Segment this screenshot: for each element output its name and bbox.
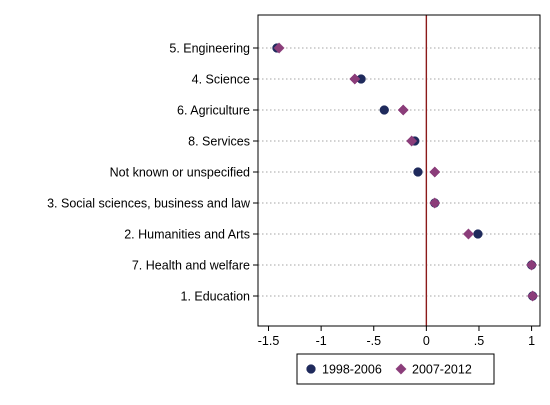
x-tick-label: -.5 — [366, 334, 381, 348]
legend: 1998-2006 2007-2012 — [296, 353, 495, 385]
grid-lines — [258, 47, 540, 297]
point-circle — [306, 364, 316, 374]
x-tick-label: -1 — [316, 334, 327, 348]
category-label: 2. Humanities and Arts — [124, 228, 250, 242]
data-points — [272, 42, 539, 302]
plot-frame — [257, 14, 541, 327]
point-diamond — [349, 73, 361, 85]
category-label: 1. Education — [181, 290, 251, 304]
category-label: 3. Social sciences, business and law — [47, 197, 251, 211]
legend-label: 2007-2012 — [412, 363, 472, 377]
category-label: 7. Health and welfare — [132, 259, 250, 273]
x-axis: -1.5 -1 -.5 0 .5 1 — [258, 326, 535, 348]
category-label: 5. Engineering — [169, 42, 250, 56]
x-tick-label: .5 — [474, 334, 484, 348]
category-label: 4. Science — [192, 73, 250, 87]
point-circle — [379, 105, 389, 115]
point-diamond — [429, 166, 441, 178]
category-label: 6. Agriculture — [177, 104, 250, 118]
point-diamond — [527, 290, 539, 302]
legend-label: 1998-2006 — [322, 363, 382, 377]
point-diamond — [462, 228, 475, 240]
point-circle — [413, 167, 423, 177]
point-diamond — [429, 197, 441, 209]
point-circle — [473, 229, 483, 239]
point-diamond — [526, 259, 538, 271]
point-diamond — [273, 42, 285, 54]
category-labels: 5. Engineering 4. Science 6. Agriculture 8.… — [47, 42, 258, 304]
x-tick-label: 0 — [423, 334, 430, 348]
category-label: 8. Services — [188, 135, 250, 149]
category-label: Not known or unspecified — [110, 166, 250, 180]
point-diamond — [395, 363, 407, 375]
point-diamond — [406, 135, 418, 147]
x-tick-label: 1 — [528, 334, 535, 348]
x-tick-label: -1.5 — [258, 334, 280, 348]
point-diamond — [397, 104, 409, 116]
